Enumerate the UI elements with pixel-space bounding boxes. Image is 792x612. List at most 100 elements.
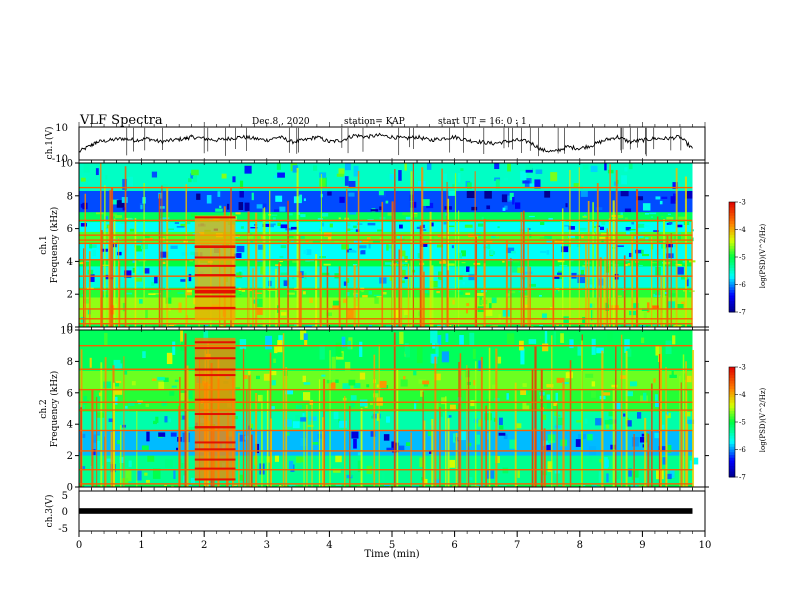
spectrogram-cell xyxy=(300,235,305,239)
spectrogram-cell xyxy=(317,433,326,439)
spectrogram-line-0 xyxy=(79,483,693,485)
spectrogram-streak xyxy=(429,211,432,327)
spectrogram-cell xyxy=(370,415,375,419)
spectrogram-cell xyxy=(102,264,111,266)
colorbar-segment xyxy=(729,471,735,475)
spectrogram-streak xyxy=(83,248,85,327)
spectrogram-cell xyxy=(462,281,465,285)
spectrogram-streak xyxy=(263,213,266,327)
spectrogram-streak xyxy=(166,188,169,327)
spectrogram-cell xyxy=(546,444,551,452)
spectrogram-cell xyxy=(256,204,263,209)
spectrogram-cell xyxy=(144,472,148,476)
colorbar-segment xyxy=(729,273,735,277)
time-axis-label: Time (min) xyxy=(364,549,419,560)
colorbar-segment xyxy=(729,424,735,428)
colorbar-segment xyxy=(729,375,735,379)
colorbar-segment xyxy=(729,204,735,208)
colorbar-tick-label: -7 xyxy=(739,474,746,482)
spectrogram-cell xyxy=(649,212,657,215)
spectrogram-cell xyxy=(171,485,174,487)
spectrogram-cell xyxy=(359,372,366,380)
spectrogram-cell xyxy=(144,268,150,274)
spectrogram-cell xyxy=(548,217,553,221)
spectrogram-cell xyxy=(277,222,281,227)
spectrogram-cell xyxy=(588,456,593,463)
spectrogram-cell xyxy=(190,251,195,256)
spectrogram-cell xyxy=(576,420,583,423)
spectrogram-cell xyxy=(577,274,586,284)
spectrogram-cell xyxy=(436,291,440,294)
spectrogram-streak xyxy=(609,164,611,327)
spectrogram-cell xyxy=(263,203,267,209)
spectrogram-cell xyxy=(234,484,237,486)
spectrogram-streak xyxy=(527,227,529,327)
spectrogram-cell xyxy=(361,289,364,293)
spectrogram-cell xyxy=(591,485,597,487)
spectrogram-burst-line xyxy=(194,478,236,481)
spectrogram-cell xyxy=(603,392,611,396)
spectrogram-cell xyxy=(654,432,662,439)
spectrogram-cell xyxy=(285,389,294,395)
spectrogram-cell xyxy=(573,183,580,188)
spectrogram-line-3 xyxy=(79,288,693,290)
frequency-tick-label: 10 xyxy=(60,159,73,170)
spectrogram-line-0 xyxy=(79,323,693,325)
spectrogram-cell xyxy=(565,203,568,208)
spectrogram-cell xyxy=(342,383,351,389)
spectrogram-cell xyxy=(670,293,678,297)
spectrogram-cell xyxy=(470,400,475,407)
spectrogram-streak xyxy=(118,261,121,327)
start-time-label: start UT = 16: 0 : 1 xyxy=(438,117,527,127)
spectrogram-cell xyxy=(128,402,135,407)
spectrogram-cell xyxy=(387,212,392,216)
spectrogram-cell xyxy=(335,455,342,463)
spectrogram-streak xyxy=(422,391,424,487)
spectrogram-cell xyxy=(452,299,455,305)
colorbar-segment xyxy=(729,419,735,423)
spectrogram-cell xyxy=(111,199,119,205)
spectrogram-cell xyxy=(478,419,483,427)
colorbar-segment xyxy=(729,301,735,305)
spectrogram-cell xyxy=(131,381,136,386)
colorbar-segment xyxy=(729,386,735,390)
colorbar-segment xyxy=(729,446,735,450)
spectrogram-cell xyxy=(321,222,325,227)
spectrogram-cell xyxy=(467,442,472,447)
spectrogram-streak xyxy=(670,233,672,327)
spectrogram-streak xyxy=(447,418,450,487)
spectrogram-cell xyxy=(277,172,285,178)
spectrogram-line-3 xyxy=(79,429,693,432)
spectrogram-band-8 xyxy=(79,212,693,223)
spectrogram-cell xyxy=(233,415,238,420)
spectrogram-streak xyxy=(104,185,106,327)
spectrogram-cell xyxy=(117,251,122,256)
spectrogram-cell xyxy=(581,234,584,239)
spectrogram-cell xyxy=(149,290,154,292)
spectrogram-cell xyxy=(451,245,454,249)
spectrogram-cell xyxy=(475,485,480,487)
spectrogram-line-7 xyxy=(79,368,693,370)
spectrogram-cell xyxy=(136,470,142,481)
spectrogram-cell xyxy=(674,324,683,326)
spectrogram-cell xyxy=(525,168,533,173)
spectrogram-cell xyxy=(321,374,326,377)
spectrogram-cell xyxy=(363,259,372,262)
colorbar-segment xyxy=(729,430,735,434)
spectrogram-cell xyxy=(344,176,349,186)
ch1-waveform-series-0 xyxy=(78,132,693,153)
spectrogram-streak xyxy=(660,353,662,487)
spectrogram-cell xyxy=(466,303,470,307)
spectrogram-cell xyxy=(645,237,649,242)
spectrogram-cell xyxy=(127,218,134,221)
spectrogram-cell xyxy=(460,168,464,172)
spectrogram-cell xyxy=(659,200,663,205)
spectrogram-cell xyxy=(96,412,105,418)
spectrogram-cell xyxy=(338,217,341,220)
spectrogram-cell xyxy=(670,470,675,478)
spectrogram-cell xyxy=(290,226,297,230)
spectrogram-burst-line xyxy=(194,256,236,259)
spectrogram-cell xyxy=(653,293,661,297)
spectrogram-cell xyxy=(666,216,674,220)
spectrogram-cell xyxy=(95,324,103,326)
